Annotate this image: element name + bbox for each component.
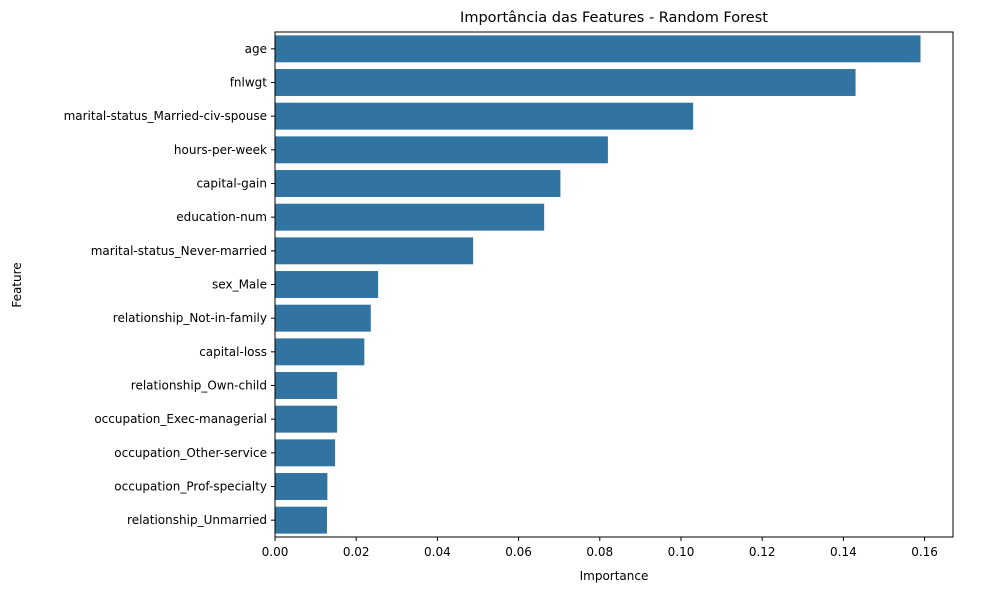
bar-education-num [275, 203, 545, 231]
bar-sex_Male [275, 271, 379, 298]
bar-capital-gain [275, 170, 561, 197]
x-tick-label: 0.06 [505, 545, 532, 559]
bar-relationship_Own-child [275, 372, 338, 399]
y-tick-label: marital-status_Married-civ-spouse [64, 109, 267, 123]
y-tick-label: fnlwgt [230, 76, 268, 90]
x-tick-label: 0.04 [424, 545, 451, 559]
bar-occupation_Prof-specialty [275, 473, 328, 500]
bar-capital-loss [275, 338, 365, 366]
y-tick-label: hours-per-week [174, 143, 267, 157]
y-tick-label: occupation_Exec-managerial [94, 412, 267, 426]
y-tick-label: relationship_Own-child [131, 379, 267, 393]
bar-relationship_Unmarried [275, 506, 327, 534]
x-tick-label: 0.02 [343, 545, 370, 559]
x-tick-label: 0.00 [262, 545, 289, 559]
y-tick-label: capital-loss [199, 345, 267, 359]
chart-title: Importância das Features - Random Forest [460, 10, 768, 26]
x-tick-label: 0.08 [586, 545, 613, 559]
y-tick-label: age [245, 42, 267, 56]
bar-occupation_Other-service [275, 439, 336, 467]
bar-age [275, 35, 921, 63]
y-tick-label: education-num [176, 210, 267, 224]
y-tick-label: marital-status_Never-married [91, 244, 267, 258]
bar-occupation_Exec-managerial [275, 405, 338, 433]
plot-frame [274, 31, 954, 538]
y-tick-label: capital-gain [196, 177, 267, 191]
x-tick-label: 0.14 [830, 545, 857, 559]
bar-relationship_Not-in-family [275, 304, 371, 332]
bar-hours-per-week [275, 136, 608, 164]
bar-marital-status_Married-civ-spouse [275, 102, 694, 130]
x-tick-label: 0.12 [749, 545, 776, 559]
y-axis-ticks: age fnlwgt marital-status_Married-civ-spou… [64, 42, 275, 527]
x-axis-label: Importance [580, 569, 649, 583]
x-tick-label: 0.10 [668, 545, 695, 559]
y-tick-label: occupation_Prof-specialty [114, 480, 267, 494]
x-axis-ticks: 0.00 0.02 0.04 0.06 0.08 0.10 0.12 0.14 0.16 [262, 537, 938, 559]
y-tick-label: relationship_Unmarried [127, 513, 267, 527]
bar-fnlwgt [275, 69, 856, 96]
y-tick-label: relationship_Not-in-family [113, 311, 267, 325]
y-tick-label: occupation_Other-service [114, 446, 267, 460]
bar-marital-status_Never-married [275, 237, 474, 265]
y-tick-label: sex_Male [212, 278, 267, 292]
x-tick-label: 0.16 [911, 545, 938, 559]
bars-group [275, 35, 921, 534]
y-axis-label: Feature [10, 262, 24, 307]
